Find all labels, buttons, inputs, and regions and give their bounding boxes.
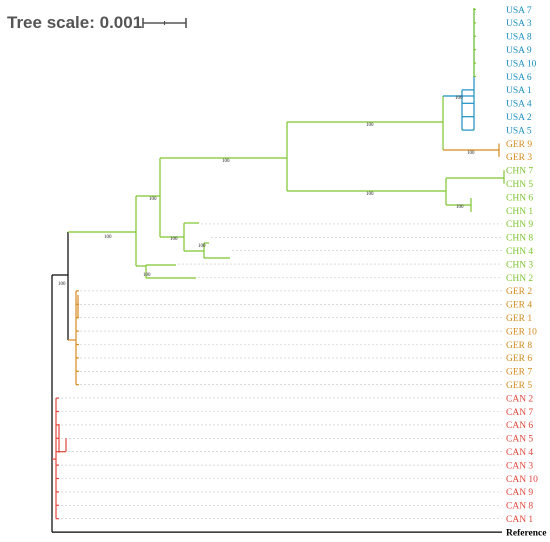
leaf-label: GER 1 xyxy=(506,314,532,324)
leaf-guide-lines xyxy=(61,223,502,520)
leaf-label: USA 5 xyxy=(506,126,532,136)
bootstrap-value: 100 xyxy=(467,151,475,156)
leaf-labels: USA 7 USA 3 USA 8 USA 9 USA 10 USA 6 USA 1 USA … xyxy=(506,6,546,539)
leaf-label: CHN 4 xyxy=(506,247,533,257)
leaf-label: CAN 10 xyxy=(506,475,538,485)
leaf-label: CAN 5 xyxy=(506,435,533,445)
leaf-label: USA 2 xyxy=(506,113,532,123)
bootstrap-value: 100 xyxy=(149,197,157,202)
bootstrap-value: 100 xyxy=(222,159,230,164)
bootstrap-value: 100 xyxy=(198,244,206,249)
leaf-label: USA 1 xyxy=(506,86,532,96)
bootstrap-value: 100 xyxy=(58,282,66,287)
leaf-label: USA 10 xyxy=(506,59,537,69)
bootstrap-support-labels: 100 100 100 100 100 100 100 100 100 100 100 100 xyxy=(58,96,475,287)
leaf-label: CHN 7 xyxy=(506,167,533,177)
bootstrap-value: 100 xyxy=(366,123,374,128)
leaf-label: GER 7 xyxy=(506,368,532,378)
tree-scale-label: Tree scale: 0.001 xyxy=(7,13,143,32)
leaf-label: CHN 1 xyxy=(506,207,533,217)
leaf-label: GER 3 xyxy=(506,153,532,163)
leaf-label: CAN 1 xyxy=(506,515,533,525)
leaf-label: CAN 8 xyxy=(506,502,533,512)
leaf-label: CAN 7 xyxy=(506,408,533,418)
leaf-label: GER 6 xyxy=(506,354,532,364)
leaf-label: USA 9 xyxy=(506,46,532,56)
leaf-label: CHN 3 xyxy=(506,260,533,270)
leaf-label: USA 3 xyxy=(506,19,532,29)
leaf-label: GER 2 xyxy=(506,287,532,297)
leaf-label: CHN 5 xyxy=(506,180,533,190)
leaf-label: USA 8 xyxy=(506,33,532,43)
leaf-label: GER 4 xyxy=(506,301,532,311)
leaf-label: CHN 9 xyxy=(506,220,533,230)
leaf-label: CHN 6 xyxy=(506,193,533,203)
bootstrap-value: 100 xyxy=(456,205,464,210)
leaf-label: GER 10 xyxy=(506,327,537,337)
leaf-label: GER 8 xyxy=(506,341,532,351)
leaf-label: GER 9 xyxy=(506,140,532,150)
leaf-label: CAN 4 xyxy=(506,448,533,458)
leaf-label: GER 5 xyxy=(506,381,532,391)
leaf-label: CHN 2 xyxy=(506,274,533,284)
leaf-label: CAN 9 xyxy=(506,488,533,498)
bootstrap-value: 100 xyxy=(143,273,151,278)
leaf-label: CAN 3 xyxy=(506,461,533,471)
leaf-label: USA 6 xyxy=(506,73,532,83)
scale-bar-icon xyxy=(142,18,187,28)
leaf-label: USA 4 xyxy=(506,100,532,110)
leaf-label: CAN 2 xyxy=(506,394,533,404)
bootstrap-value: 100 xyxy=(455,96,463,101)
tree-branches xyxy=(51,8,505,533)
leaf-label: Reference xyxy=(506,528,546,538)
leaf-label: USA 7 xyxy=(506,6,532,16)
bootstrap-value: 100 xyxy=(170,237,178,242)
bootstrap-value: 100 xyxy=(366,192,374,197)
leaf-label: CHN 8 xyxy=(506,234,533,244)
leaf-label: CAN 6 xyxy=(506,421,533,431)
bootstrap-value: 100 xyxy=(104,235,112,240)
